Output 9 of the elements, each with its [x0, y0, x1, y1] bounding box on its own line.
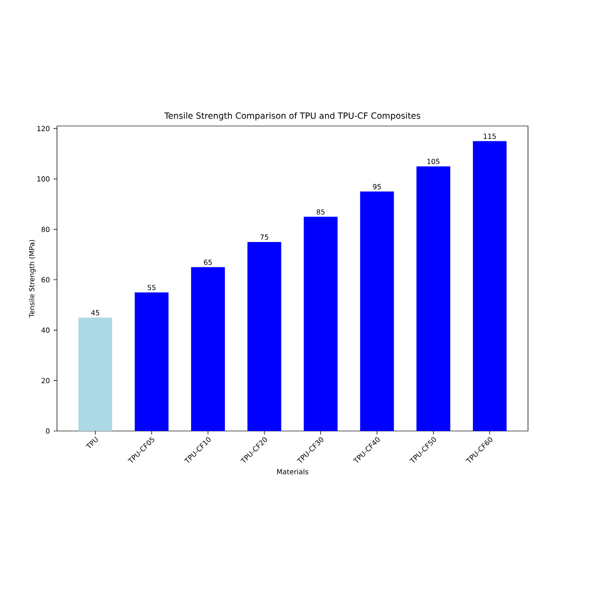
chart-title: Tensile Strength Comparison of TPU and TPU-CF Composites	[164, 112, 420, 120]
bar	[360, 192, 394, 431]
bar	[416, 166, 450, 431]
bar	[191, 267, 225, 431]
bar	[247, 242, 282, 431]
bar	[472, 141, 507, 431]
bar	[134, 292, 169, 431]
bar	[78, 318, 112, 431]
bar	[304, 216, 338, 431]
